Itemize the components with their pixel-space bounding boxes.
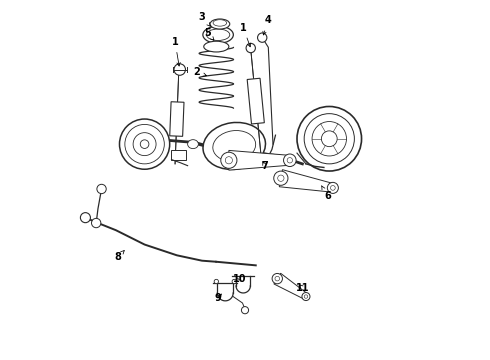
Text: 7: 7 (261, 161, 268, 171)
Ellipse shape (213, 20, 227, 26)
Circle shape (274, 171, 288, 185)
Circle shape (304, 114, 354, 164)
Circle shape (330, 185, 335, 190)
Text: 8: 8 (114, 251, 124, 262)
Ellipse shape (204, 41, 229, 52)
Circle shape (327, 183, 339, 193)
Circle shape (304, 295, 308, 298)
Circle shape (302, 293, 310, 301)
Circle shape (287, 158, 293, 163)
Polygon shape (274, 273, 308, 299)
Polygon shape (170, 102, 184, 136)
Circle shape (297, 107, 362, 171)
Ellipse shape (203, 26, 233, 43)
Circle shape (321, 131, 337, 147)
Circle shape (80, 213, 91, 223)
Ellipse shape (188, 140, 198, 149)
Circle shape (125, 125, 164, 164)
Circle shape (242, 307, 248, 314)
Polygon shape (172, 149, 186, 160)
Polygon shape (247, 78, 264, 124)
Circle shape (174, 64, 186, 75)
Ellipse shape (213, 131, 256, 161)
Text: 9: 9 (215, 293, 221, 303)
Text: 1: 1 (172, 37, 180, 66)
Circle shape (246, 43, 255, 53)
Circle shape (258, 33, 267, 42)
Ellipse shape (203, 122, 266, 170)
Circle shape (92, 219, 101, 228)
Polygon shape (279, 170, 334, 192)
Circle shape (275, 276, 280, 281)
Text: 5: 5 (204, 28, 214, 40)
Circle shape (284, 154, 296, 167)
Circle shape (272, 274, 282, 284)
Circle shape (120, 119, 170, 169)
Circle shape (278, 175, 284, 181)
Circle shape (133, 133, 156, 156)
Polygon shape (229, 150, 290, 170)
Ellipse shape (206, 29, 230, 41)
Circle shape (232, 279, 236, 284)
Text: 4: 4 (263, 15, 271, 35)
Circle shape (225, 157, 232, 164)
Circle shape (221, 152, 237, 168)
Text: 10: 10 (233, 274, 246, 284)
Text: 1: 1 (240, 23, 250, 47)
Ellipse shape (210, 19, 230, 29)
Text: 11: 11 (295, 283, 309, 293)
Text: 3: 3 (198, 12, 210, 26)
Text: 6: 6 (321, 186, 331, 201)
Text: 2: 2 (193, 67, 207, 77)
Circle shape (97, 184, 106, 194)
Circle shape (312, 122, 346, 156)
Circle shape (214, 279, 219, 284)
Circle shape (140, 140, 149, 148)
